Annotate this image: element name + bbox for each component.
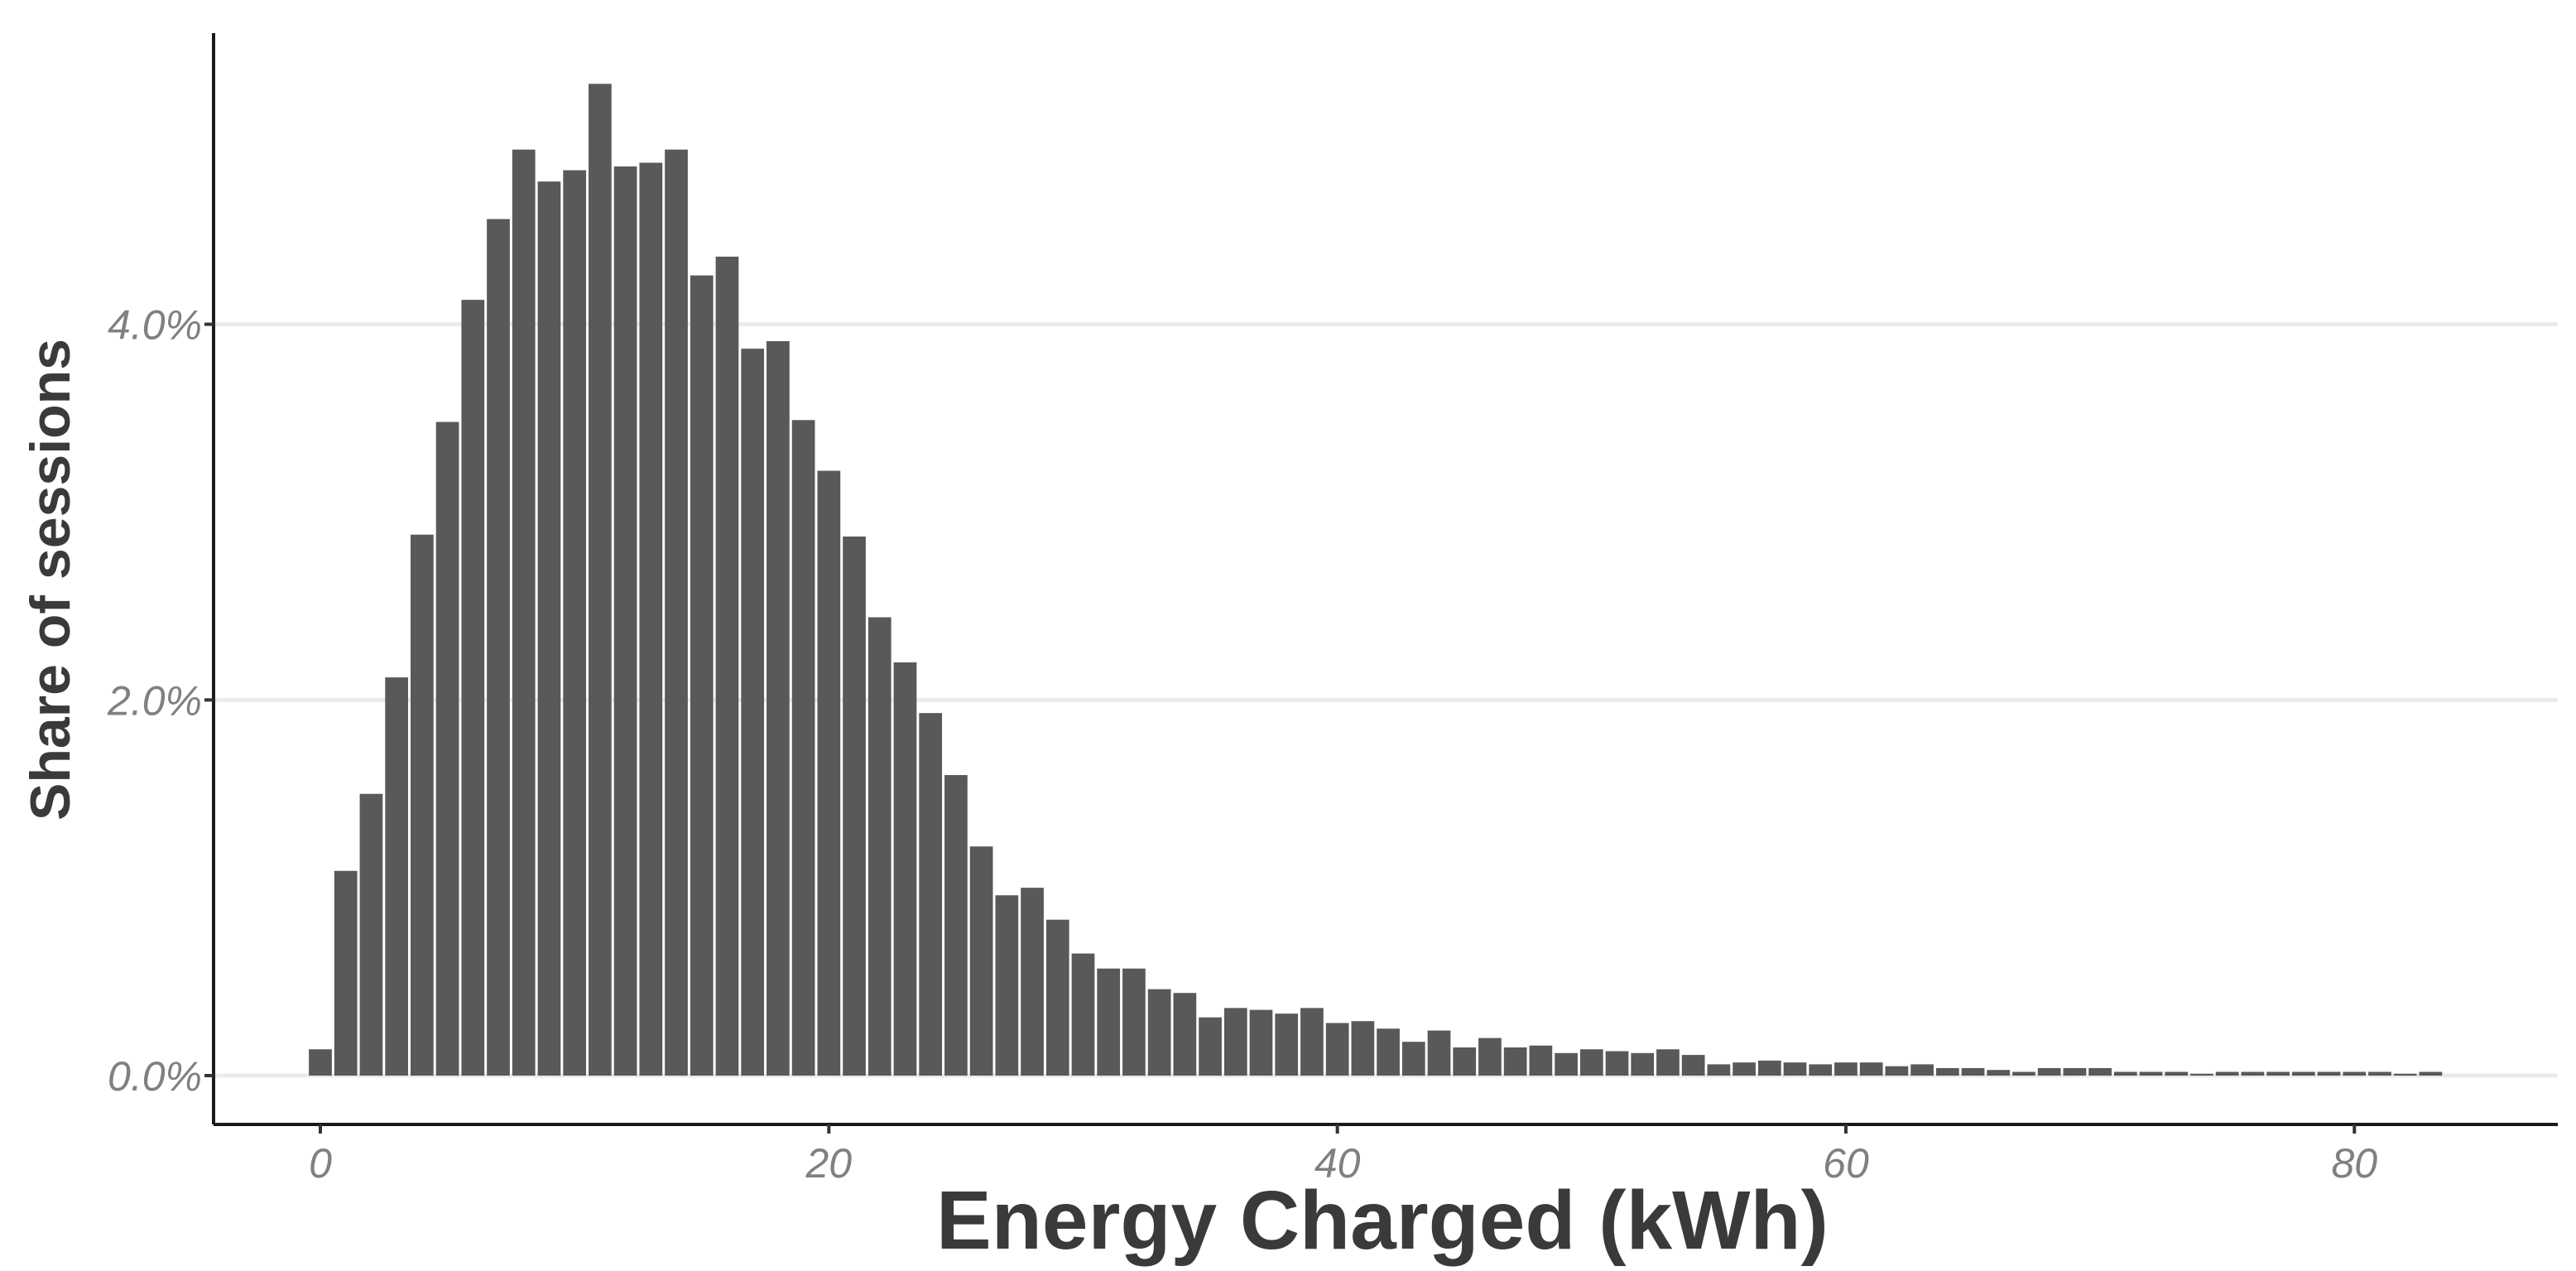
histogram-bar — [1834, 1062, 1858, 1076]
histogram-bar — [435, 421, 459, 1076]
histogram-bar — [1656, 1049, 1680, 1076]
histogram-bar — [385, 677, 409, 1076]
histogram-bar — [867, 617, 892, 1076]
y-tick-label: 2.0% — [107, 677, 202, 724]
histogram-bar — [1961, 1067, 1985, 1076]
x-tick-label: 60 — [1823, 1140, 1869, 1187]
histogram-bar — [893, 662, 917, 1076]
histogram-bar — [791, 420, 815, 1076]
histogram-bar — [2037, 1067, 2061, 1076]
histogram-bar — [589, 84, 612, 1076]
histogram-bar — [411, 534, 434, 1076]
histogram-bar — [1681, 1055, 1705, 1076]
histogram-bar — [1885, 1066, 1909, 1076]
histogram-bar — [1173, 993, 1197, 1076]
histogram-bar — [2291, 1071, 2315, 1076]
histogram-bar — [461, 300, 485, 1076]
histogram-bar — [817, 470, 841, 1076]
histogram-bar — [1325, 1023, 1349, 1076]
histogram-bar — [1757, 1060, 1781, 1076]
histogram-bar — [2012, 1071, 2035, 1076]
histogram-bar — [2317, 1071, 2341, 1076]
histogram-bar — [1910, 1064, 1934, 1076]
x-tick-label: 0 — [309, 1140, 332, 1187]
histogram-bar — [512, 149, 536, 1076]
histogram-bar — [715, 256, 739, 1076]
histogram-bar — [1529, 1045, 1553, 1076]
histogram-bar — [2113, 1071, 2137, 1076]
histogram-bar — [2419, 1071, 2443, 1076]
histogram-bar — [1453, 1047, 1477, 1076]
histogram-bar — [1427, 1030, 1451, 1076]
x-tick-label: 20 — [805, 1140, 853, 1187]
histogram-bar — [1631, 1052, 1655, 1076]
histogram-bar — [995, 895, 1019, 1076]
histogram-bar — [1147, 989, 1171, 1076]
histogram-bar — [1249, 1009, 1273, 1076]
histogram-bar — [1579, 1049, 1603, 1076]
histogram-bar — [309, 1049, 332, 1076]
histogram-bar — [1377, 1028, 1400, 1076]
histogram-bar — [1859, 1062, 1883, 1076]
histogram-bar — [1401, 1042, 1425, 1076]
axes — [212, 33, 2558, 1126]
histogram-bar — [919, 713, 943, 1076]
histogram-bar — [1733, 1062, 1756, 1076]
histogram-bar — [1783, 1062, 1807, 1076]
histogram-bar — [1300, 1008, 1324, 1076]
histogram-bar — [2190, 1073, 2213, 1076]
histogram-bar — [2368, 1071, 2391, 1076]
bars — [309, 84, 2443, 1076]
histogram-bar — [1809, 1064, 1833, 1076]
histogram-bar — [639, 162, 663, 1076]
histogram-bar — [969, 846, 993, 1076]
histogram-bar — [359, 793, 383, 1076]
histogram-bar — [2139, 1071, 2163, 1076]
histogram-bar — [1045, 919, 1069, 1076]
histogram-bar — [1478, 1038, 1502, 1076]
histogram-bar — [2393, 1073, 2417, 1076]
histogram-bar — [1555, 1052, 1578, 1076]
histogram-bar — [487, 219, 510, 1076]
histogram-bar — [334, 870, 358, 1076]
histogram-bar — [767, 341, 790, 1076]
histogram-bar — [1605, 1051, 1629, 1076]
histogram-bar — [2343, 1071, 2367, 1076]
y-tick-label: 0.0% — [108, 1053, 202, 1100]
ticks: 0 20 40 60 80 0.0% 2.0% 4.0% — [107, 302, 2377, 1187]
histogram-bar — [1199, 1017, 1222, 1076]
histogram-bar — [1987, 1070, 2011, 1076]
histogram-bar — [944, 775, 968, 1076]
histogram-bar — [741, 349, 765, 1076]
histogram-bar — [665, 149, 688, 1076]
x-tick-label: 40 — [1314, 1140, 1361, 1187]
histogram-bar — [1275, 1013, 1299, 1076]
y-tick-label: 4.0% — [108, 302, 202, 349]
histogram-bar — [2165, 1071, 2189, 1076]
histogram-bar — [690, 275, 714, 1076]
histogram-bar — [2266, 1071, 2290, 1076]
histogram-bar — [613, 166, 637, 1076]
histogram-bar — [1021, 888, 1044, 1076]
histogram-bar — [1935, 1067, 1959, 1076]
histogram-bar — [1071, 953, 1095, 1076]
histogram-bar — [1122, 968, 1146, 1076]
histogram-bar — [563, 170, 587, 1076]
histogram-bar — [1503, 1047, 1527, 1076]
histogram-bar — [2088, 1067, 2112, 1076]
histogram-bar — [2063, 1067, 2087, 1076]
histogram-bar — [1351, 1021, 1375, 1076]
x-tick-label: 80 — [2331, 1140, 2377, 1187]
x-axis-title: Energy Charged (kWh) — [936, 1174, 1829, 1267]
histogram-bar — [1707, 1064, 1731, 1076]
histogram-bar — [2215, 1071, 2239, 1076]
y-axis-title: Share of sessions — [19, 339, 82, 821]
histogram-bar — [537, 181, 561, 1076]
histogram-bar — [843, 536, 866, 1076]
histogram-bar — [1223, 1008, 1247, 1076]
histogram-bar — [2241, 1071, 2265, 1076]
histogram-bar — [1097, 968, 1121, 1076]
